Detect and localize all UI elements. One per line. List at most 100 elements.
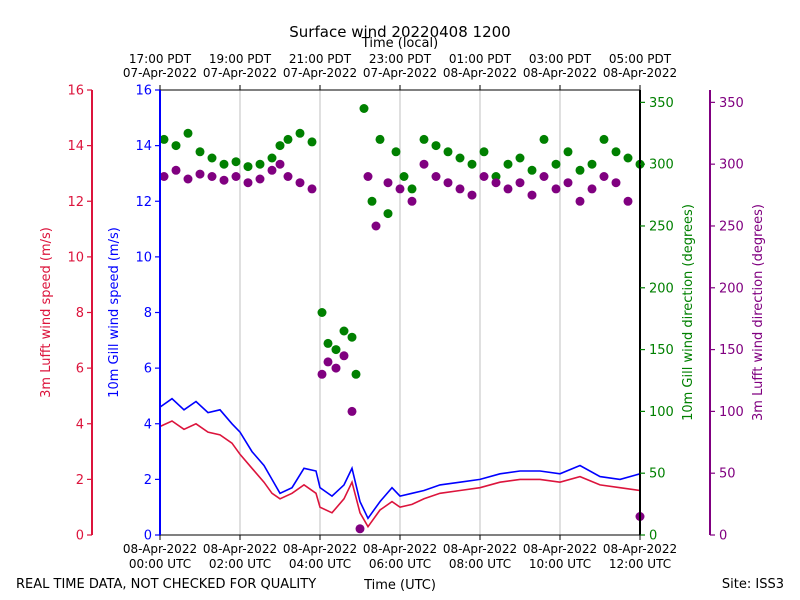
left-axis-tick-label: 8 (144, 306, 152, 321)
right-axis-tick-label: 350 (719, 96, 744, 111)
series-point (539, 134, 549, 144)
series-point (611, 147, 621, 157)
bottom-tick-time: 06:00 UTC (369, 557, 431, 571)
right-axis-tick-label: 150 (719, 343, 744, 358)
series-point (231, 157, 241, 167)
series-point (479, 172, 489, 181)
series-point (503, 184, 513, 194)
top-tick-time: 03:00 PDT (529, 52, 592, 66)
series-point (527, 165, 537, 175)
top-tick-date: 07-Apr-2022 (363, 66, 437, 80)
series-point (407, 184, 417, 194)
series-point (317, 308, 327, 317)
series-point (515, 153, 525, 163)
series-point (383, 178, 393, 188)
bottom-tick-time: 10:00 UTC (529, 557, 591, 571)
series-point (623, 196, 633, 206)
right-axis-tick-label: 250 (649, 219, 674, 234)
left-axis-tick-label: 6 (144, 362, 152, 377)
series-point (195, 147, 205, 157)
series-point (243, 162, 253, 172)
series-point (551, 159, 561, 169)
bottom-tick-date: 08-Apr-2022 (123, 542, 197, 556)
series-point (491, 172, 501, 181)
right-axis-tick-label: 250 (719, 219, 744, 234)
bottom-tick-date: 08-Apr-2022 (603, 542, 677, 556)
left-axis-label: 10m Gill wind speed (m/s) (107, 227, 122, 398)
series-point (339, 326, 349, 336)
series-point (295, 178, 305, 188)
series-point (419, 134, 429, 144)
grid-lines (159, 90, 641, 535)
series-point (407, 196, 417, 206)
series-point (587, 184, 597, 194)
series-point (479, 147, 489, 157)
series-point (355, 524, 365, 534)
left-axis-tick-label: 16 (135, 84, 152, 99)
right-axis-tick-label: 300 (649, 158, 674, 173)
series-point (267, 153, 277, 163)
left-axis-tick-label: 14 (67, 139, 84, 154)
left-axis-tick-label: 2 (144, 473, 152, 488)
series-point (443, 147, 453, 157)
bottom-tick-date: 08-Apr-2022 (363, 542, 437, 556)
right-axis-tick-label: 50 (719, 467, 736, 482)
top-tick-time: 21:00 PDT (289, 52, 352, 66)
series-point (317, 369, 327, 379)
right-axis-tick-label: 0 (649, 529, 657, 544)
series-point (491, 178, 501, 188)
series-point (399, 172, 409, 181)
right-axis-label: 3m Lufft wind direction (degrees) (751, 204, 766, 421)
bottom-tick-date: 08-Apr-2022 (443, 542, 517, 556)
series-point (295, 128, 305, 138)
bottom-tick-date: 08-Apr-2022 (523, 542, 597, 556)
left-axis-tick-label: 4 (76, 417, 84, 432)
bottom-tick-time: 08:00 UTC (449, 557, 511, 571)
series-point (275, 159, 285, 169)
left-axis-tick-label: 6 (76, 362, 84, 377)
series-point (575, 196, 585, 206)
left-axis-tick-label: 12 (67, 195, 84, 210)
series-point (283, 134, 293, 144)
left-axis-label: 3m Lufft wind speed (m/s) (39, 227, 54, 398)
right-axis-tick-label: 50 (649, 467, 666, 482)
left-axis-tick-label: 16 (67, 84, 84, 99)
series-point (467, 190, 477, 200)
right-axis-tick-label: 0 (719, 529, 727, 544)
series-point (275, 141, 285, 151)
quality-note: REAL TIME DATA, NOT CHECKED FOR QUALITY (16, 577, 316, 592)
top-tick-date: 08-Apr-2022 (443, 66, 517, 80)
series-point (575, 165, 585, 175)
bottom-tick-time: 02:00 UTC (209, 557, 271, 571)
series-point (391, 147, 401, 157)
top-tick-date: 08-Apr-2022 (603, 66, 677, 80)
site-label: Site: ISS3 (722, 577, 784, 592)
series-point (243, 178, 253, 188)
bottom-tick-time: 12:00 UTC (609, 557, 671, 571)
series-point (351, 369, 361, 379)
series-point (347, 332, 357, 342)
top-tick-time: 17:00 PDT (129, 52, 192, 66)
left-axis-tick-label: 0 (144, 529, 152, 544)
series-point (563, 178, 573, 188)
series-point (443, 178, 453, 188)
series-point (503, 159, 513, 169)
left-axis-tick-label: 4 (144, 417, 152, 432)
series-line (159, 397, 641, 520)
left-axis-tick-label: 0 (76, 529, 84, 544)
left-axis-tick-label: 14 (135, 139, 152, 154)
series-point (359, 104, 369, 113)
series-point (383, 209, 393, 219)
series-point (563, 147, 573, 157)
series-point (371, 221, 381, 231)
series-point (347, 406, 357, 416)
top-tick-date: 07-Apr-2022 (123, 66, 197, 80)
left-axis-tick-label: 10 (135, 250, 152, 265)
left-axis-tick-label: 10 (67, 250, 84, 265)
top-tick-date: 07-Apr-2022 (203, 66, 277, 80)
series-point (587, 159, 597, 169)
series-point (339, 351, 349, 361)
right-axis-tick-label: 100 (719, 405, 744, 420)
